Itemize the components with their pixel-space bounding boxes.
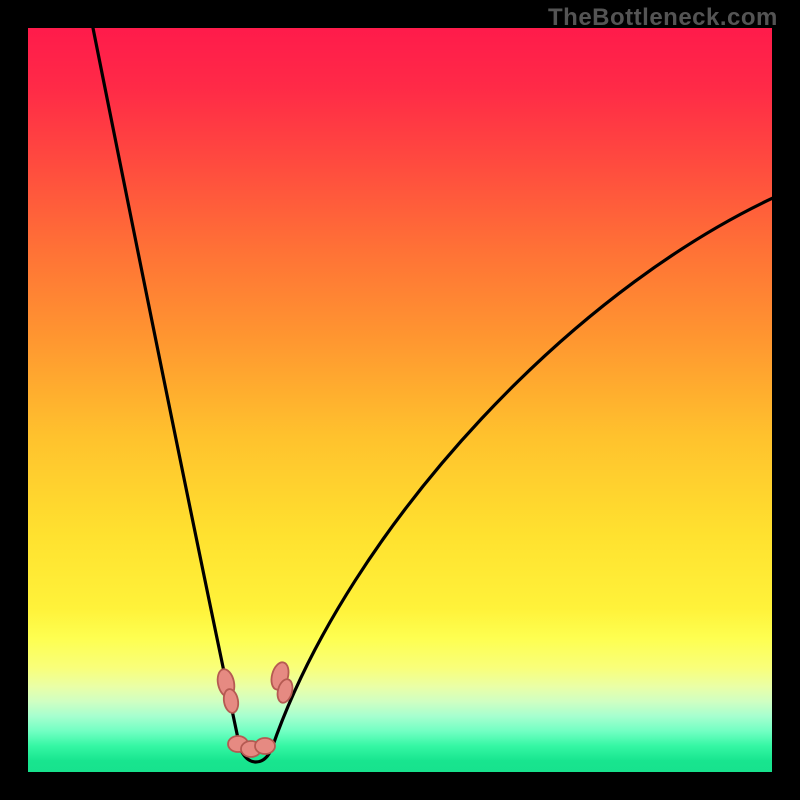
bottleneck-chart	[28, 28, 772, 772]
gradient-background	[28, 28, 772, 772]
watermark-text: TheBottleneck.com	[548, 4, 778, 32]
data-marker	[255, 738, 275, 754]
